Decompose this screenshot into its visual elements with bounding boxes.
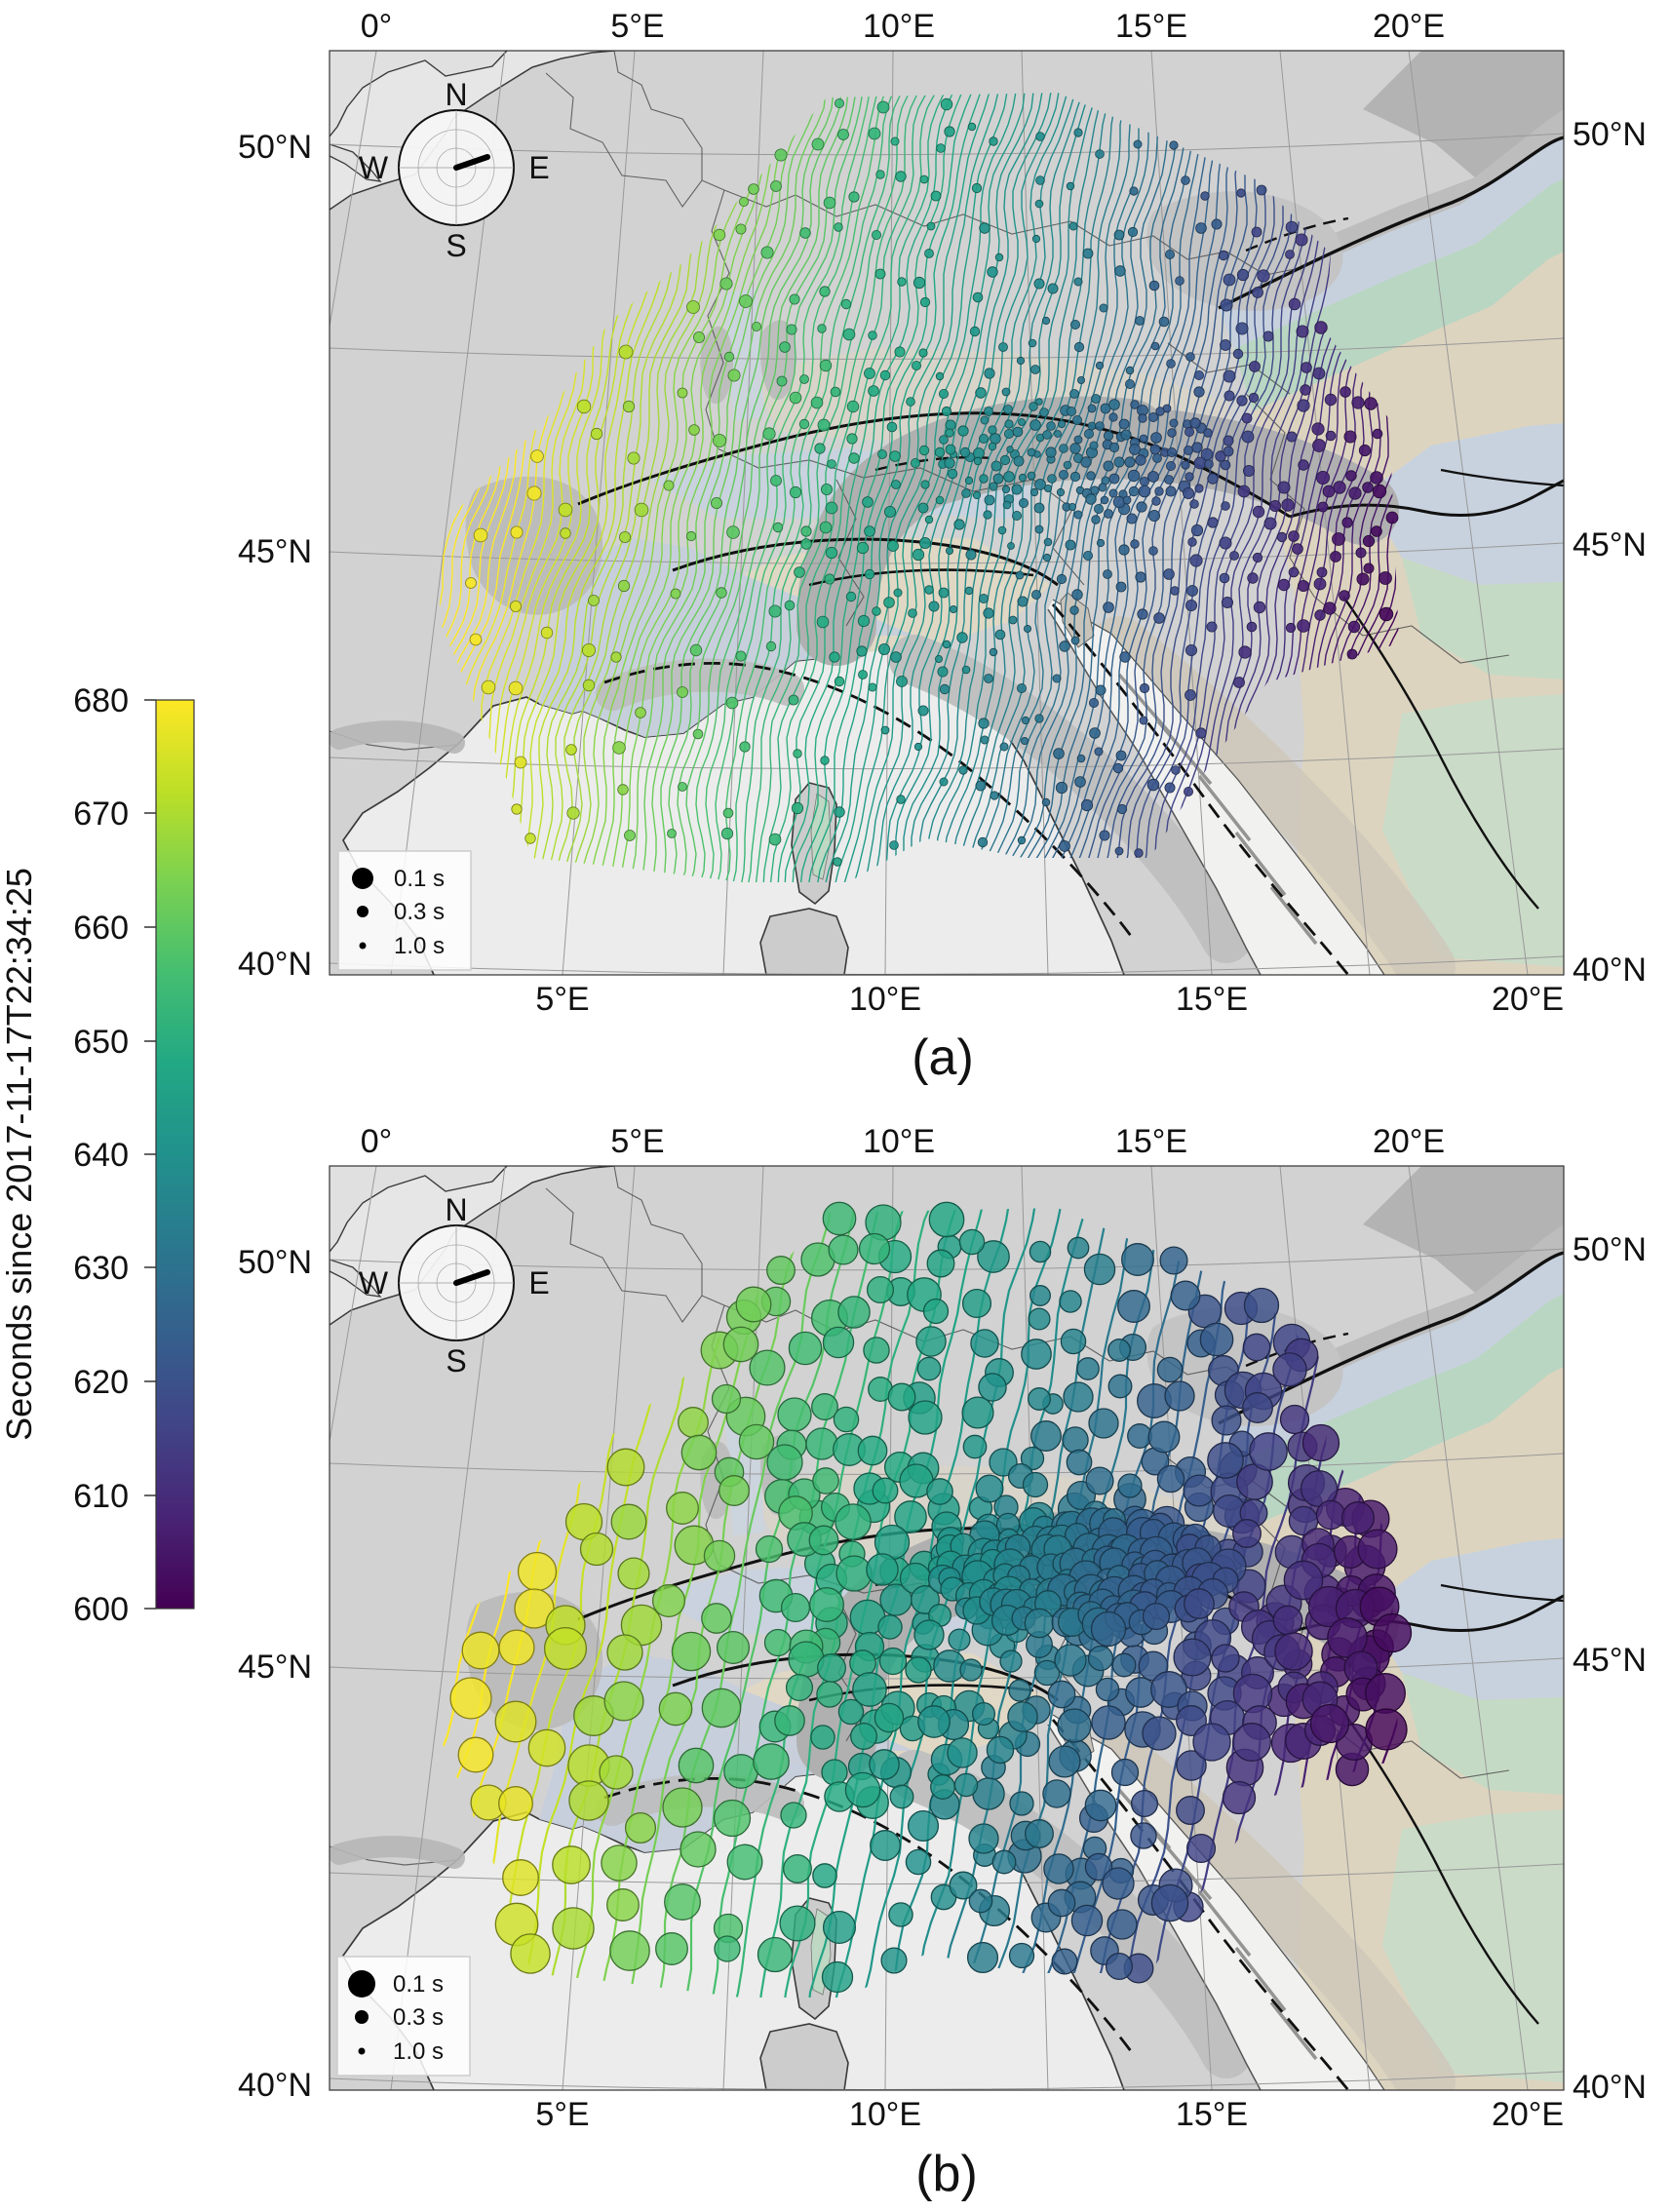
svg-text:E: E [528, 1265, 549, 1300]
svg-text:45°N: 45°N [238, 1649, 312, 1686]
svg-text:40°N: 40°N [1573, 951, 1647, 989]
svg-text:45°N: 45°N [1573, 1642, 1647, 1679]
svg-text:640: 640 [73, 1137, 129, 1174]
svg-text:10°E: 10°E [863, 8, 935, 45]
svg-text:45°N: 45°N [238, 533, 312, 570]
svg-text:45°N: 45°N [1573, 526, 1647, 563]
svg-text:0.1 s: 0.1 s [394, 866, 445, 892]
svg-text:40°N: 40°N [1573, 2069, 1647, 2106]
svg-text:40°N: 40°N [238, 946, 312, 983]
svg-text:N: N [445, 1192, 467, 1227]
svg-text:15°E: 15°E [1115, 8, 1187, 45]
svg-text:610: 610 [73, 1478, 129, 1515]
svg-text:620: 620 [73, 1364, 129, 1401]
svg-text:10°E: 10°E [849, 981, 921, 1018]
svg-text:15°E: 15°E [1176, 981, 1248, 1018]
svg-text:10°E: 10°E [849, 2096, 921, 2133]
svg-text:650: 650 [73, 1024, 129, 1061]
svg-text:1.0 s: 1.0 s [393, 2038, 444, 2065]
svg-text:10°E: 10°E [863, 1123, 935, 1160]
svg-text:S: S [446, 228, 466, 263]
svg-text:0°: 0° [361, 8, 393, 45]
svg-text:50°N: 50°N [1573, 116, 1647, 153]
svg-text:1.0 s: 1.0 s [394, 933, 445, 959]
svg-text:40°N: 40°N [238, 2067, 312, 2104]
svg-text:15°E: 15°E [1176, 2096, 1248, 2133]
svg-text:670: 670 [73, 796, 129, 833]
svg-text:5°E: 5°E [535, 981, 589, 1018]
svg-text:W: W [359, 150, 389, 185]
svg-text:0.3 s: 0.3 s [394, 899, 445, 925]
svg-text:600: 600 [73, 1591, 129, 1628]
svg-text:660: 660 [73, 910, 129, 947]
svg-text:N: N [445, 77, 467, 112]
svg-text:20°E: 20°E [1492, 981, 1564, 1018]
svg-text:0.1 s: 0.1 s [393, 1971, 444, 1998]
svg-text:E: E [528, 150, 549, 185]
svg-text:680: 680 [73, 682, 129, 719]
svg-text:(b): (b) [915, 2146, 978, 2202]
svg-text:(a): (a) [912, 1029, 974, 1086]
svg-text:20°E: 20°E [1373, 8, 1445, 45]
svg-text:0.3 s: 0.3 s [393, 2004, 444, 2031]
svg-text:15°E: 15°E [1115, 1123, 1187, 1160]
svg-text:Seconds since 2017-11-17T22:34: Seconds since 2017-11-17T22:34:25 [0, 868, 39, 1441]
svg-text:50°N: 50°N [238, 129, 312, 166]
svg-text:0°: 0° [361, 1123, 393, 1160]
svg-text:20°E: 20°E [1492, 2096, 1564, 2133]
svg-text:50°N: 50°N [238, 1244, 312, 1281]
svg-text:S: S [446, 1343, 466, 1378]
svg-text:20°E: 20°E [1373, 1123, 1445, 1160]
svg-text:5°E: 5°E [610, 8, 664, 45]
svg-text:5°E: 5°E [535, 2096, 589, 2133]
svg-text:W: W [359, 1265, 389, 1300]
svg-text:50°N: 50°N [1573, 1231, 1647, 1268]
svg-text:630: 630 [73, 1250, 129, 1287]
svg-text:5°E: 5°E [610, 1123, 664, 1160]
